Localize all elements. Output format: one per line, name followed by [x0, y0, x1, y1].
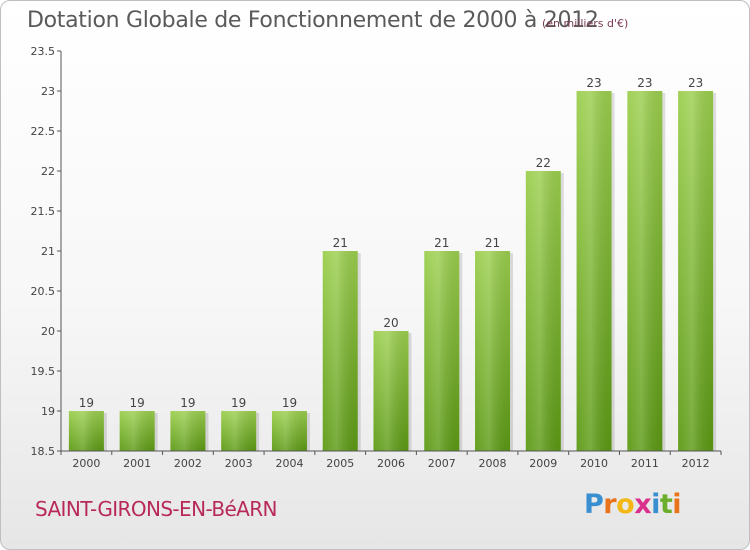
x-tick-label: 2008 [479, 457, 507, 470]
logo-letter: i [672, 489, 682, 520]
logo-letter: r [603, 489, 617, 520]
bar-shine [221, 411, 257, 451]
y-tick-label: 19 [41, 405, 55, 418]
proxiti-logo: Proxiti [584, 489, 682, 520]
value-label: 20 [383, 316, 398, 330]
bars-group [68, 91, 717, 451]
logo-letter: x [634, 489, 652, 520]
x-tick-label: 2001 [123, 457, 151, 470]
value-label: 19 [180, 396, 195, 410]
y-tick-label: 20.5 [31, 285, 56, 298]
bar-shine [576, 91, 612, 451]
labels-group: 19 19 19 19 19 21 20 21 21 22 23 23 23 18.5 19 19.5 20 20… [31, 45, 710, 470]
value-label: 21 [485, 236, 500, 250]
bar-shine [68, 411, 104, 451]
x-tick-label: 2010 [580, 457, 608, 470]
x-tick-label: 2009 [529, 457, 557, 470]
logo-letter: t [659, 489, 673, 520]
value-label: 23 [688, 76, 703, 90]
unit-note: (en milliers d'€) [542, 17, 629, 30]
x-tick-label: 2005 [326, 457, 354, 470]
bar-shine [525, 171, 561, 451]
y-tick-label: 18.5 [31, 445, 56, 458]
bar-shine [373, 331, 409, 451]
bar-shine [119, 411, 155, 451]
value-label: 19 [130, 396, 145, 410]
y-tick-label: 19.5 [31, 365, 56, 378]
y-tick-label: 22 [41, 165, 55, 178]
x-tick-label: 2012 [682, 457, 710, 470]
bar-shine [424, 251, 460, 451]
y-tick-label: 21.5 [31, 205, 56, 218]
bar-shine [475, 251, 511, 451]
value-label: 22 [536, 156, 551, 170]
logo-letter: o [616, 489, 635, 520]
value-label: 21 [434, 236, 449, 250]
value-label: 23 [637, 76, 652, 90]
y-tick-label: 21 [41, 245, 55, 258]
y-tick-label: 23.5 [31, 45, 56, 58]
x-tick-label: 2007 [428, 457, 456, 470]
bar-shine [170, 411, 206, 451]
bar-shine [678, 91, 714, 451]
x-tick-label: 2000 [72, 457, 100, 470]
bar-shine [271, 411, 307, 451]
value-label: 19 [282, 396, 297, 410]
y-tick-label: 23 [41, 85, 55, 98]
y-tick-label: 20 [41, 325, 55, 338]
x-tick-label: 2003 [225, 457, 253, 470]
commune-name: SAINT-GIRONS-EN-BéARN [35, 497, 278, 521]
value-label: 23 [586, 76, 601, 90]
y-tick-label: 22.5 [31, 125, 56, 138]
value-label: 21 [333, 236, 348, 250]
x-tick-label: 2006 [377, 457, 405, 470]
bar-shine [627, 91, 663, 451]
x-tick-label: 2002 [174, 457, 202, 470]
axes-group [57, 50, 722, 455]
logo-letter: P [584, 489, 604, 520]
x-tick-label: 2004 [275, 457, 303, 470]
bar-shine [322, 251, 358, 451]
logo-letter: i [651, 489, 660, 520]
chart-title: Dotation Globale de Fonctionnement de 20… [27, 8, 599, 33]
value-label: 19 [231, 396, 246, 410]
value-label: 19 [79, 396, 94, 410]
x-tick-label: 2011 [631, 457, 659, 470]
